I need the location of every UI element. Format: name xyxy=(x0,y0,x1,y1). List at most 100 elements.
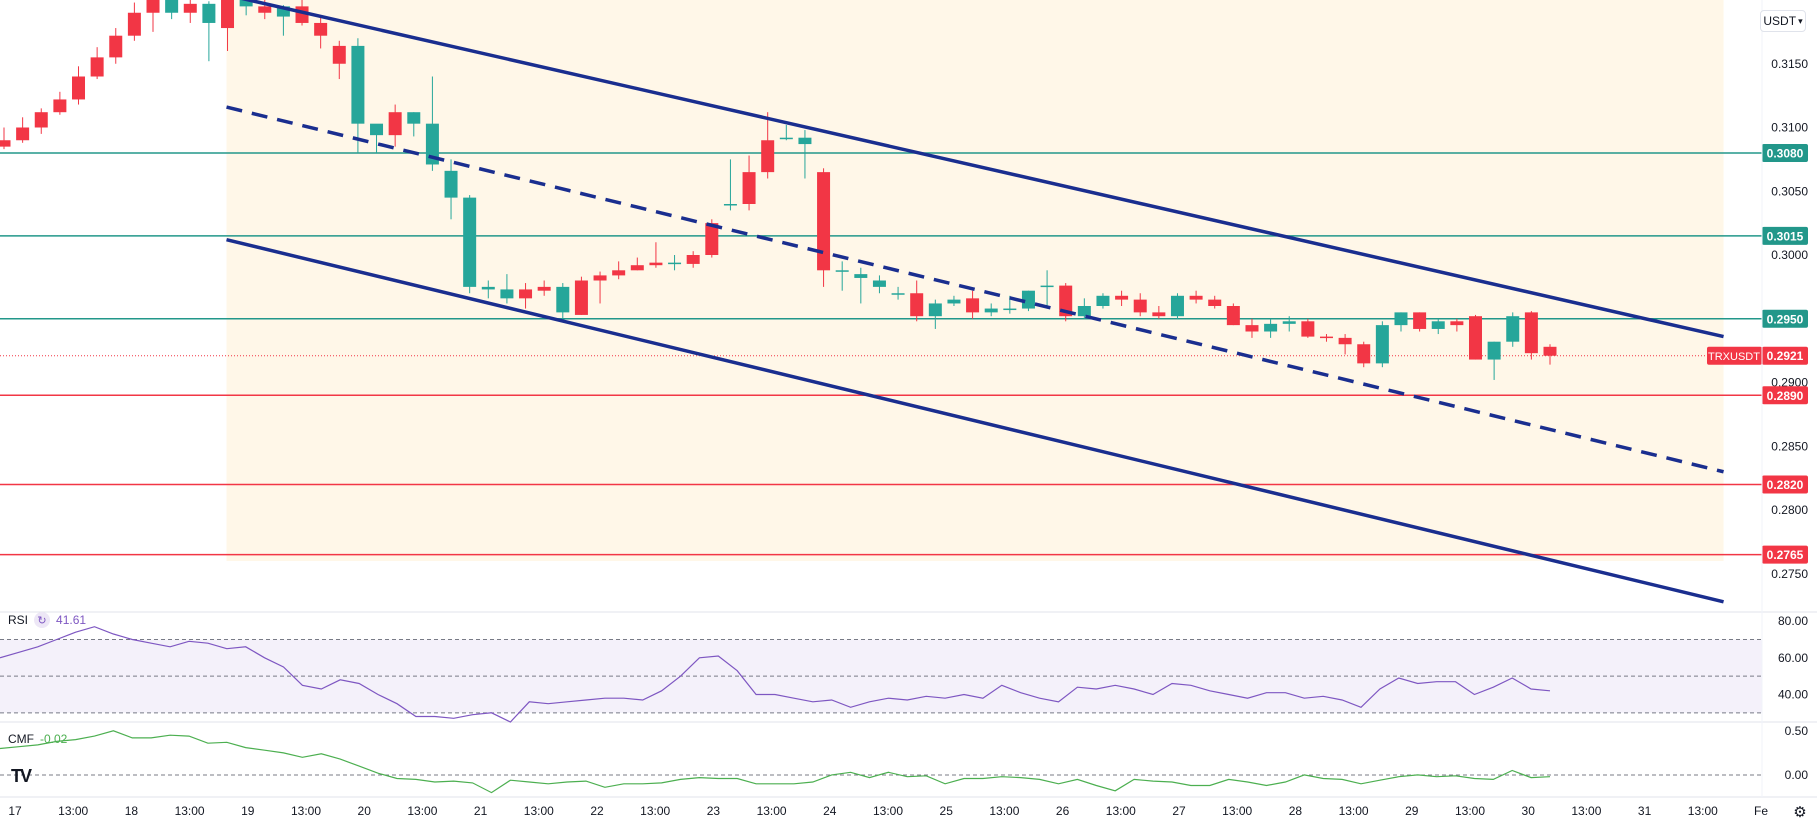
candle-body xyxy=(407,112,421,124)
candle-body xyxy=(761,140,775,173)
level-badge xyxy=(1762,386,1808,405)
candle-body xyxy=(686,255,700,264)
candle-body xyxy=(34,112,48,128)
chevron-down-icon: ▾ xyxy=(1798,15,1803,26)
candle-body xyxy=(630,265,644,271)
x-tick-label: 13:00 xyxy=(524,804,554,818)
candle-body xyxy=(705,223,719,255)
candle-body xyxy=(1282,321,1296,324)
rsi-line xyxy=(0,626,1551,723)
x-tick-label: 13:00 xyxy=(873,804,903,818)
candle-body xyxy=(351,45,365,124)
candle-body xyxy=(798,137,812,145)
candle-body xyxy=(1301,321,1315,337)
candle-body xyxy=(370,123,384,136)
candle-body xyxy=(1450,321,1464,326)
candle-body xyxy=(574,280,588,315)
candle-body xyxy=(1264,323,1278,332)
level-badge xyxy=(1762,545,1808,564)
candle-body xyxy=(891,293,905,295)
candle-body xyxy=(388,112,402,136)
rsi-tick-label: 40.00 xyxy=(1778,688,1808,702)
x-tick-label: 13:00 xyxy=(989,804,1019,818)
level-badge xyxy=(1762,226,1808,245)
candle-body xyxy=(1170,295,1184,317)
candle-body xyxy=(127,12,141,36)
candle-body xyxy=(1115,295,1129,300)
candle-body xyxy=(1096,295,1110,306)
candle-body xyxy=(500,289,514,299)
cmf-legend[interactable]: CMF -0.02 xyxy=(8,732,67,746)
candle-body xyxy=(276,6,290,17)
refresh-icon[interactable]: ↻ xyxy=(34,612,51,628)
candle-body xyxy=(1245,325,1259,332)
rsi-tick-label: 60.00 xyxy=(1778,651,1808,665)
gear-icon[interactable]: ⚙ xyxy=(1793,804,1807,821)
y-tick-label: 0.2850 xyxy=(1771,439,1808,453)
level-label: 0.3015 xyxy=(1767,229,1804,243)
rsi-legend[interactable]: RSI ↻ 41.61 xyxy=(8,612,86,628)
level-badge xyxy=(1762,475,1808,494)
currency-selector[interactable]: USDT ▾ xyxy=(1760,10,1806,32)
candle-body xyxy=(1003,308,1017,311)
y-tick-label: 0.3150 xyxy=(1771,57,1808,71)
candle-body xyxy=(1357,344,1371,364)
x-tick-label: 22 xyxy=(590,804,604,818)
candle-body xyxy=(165,0,179,13)
candle-body xyxy=(463,197,477,287)
channel-mid-line xyxy=(226,105,1724,474)
candle-body xyxy=(146,0,160,13)
cmf-name: CMF xyxy=(8,732,34,746)
candle-body xyxy=(1413,312,1427,329)
candle-body xyxy=(612,270,626,276)
candle-body xyxy=(444,170,458,198)
candle-body xyxy=(481,286,495,290)
candle-body xyxy=(1375,325,1389,364)
candle-body xyxy=(966,298,980,313)
candle-body xyxy=(258,6,272,13)
rsi-value: 41.61 xyxy=(56,613,87,627)
x-tick-label: 13:00 xyxy=(1339,804,1369,818)
candle-body xyxy=(0,140,11,147)
candle-body xyxy=(183,3,197,13)
candle-body xyxy=(928,303,942,317)
y-tick-label: 0.3000 xyxy=(1771,248,1808,262)
level-badge xyxy=(1762,144,1808,162)
candle-body xyxy=(1468,316,1482,360)
candle-body xyxy=(1208,299,1222,306)
x-tick-label: 24 xyxy=(823,804,837,818)
x-tick-label: 13:00 xyxy=(1222,804,1252,818)
candle-body xyxy=(1021,290,1035,309)
candle-body xyxy=(835,270,849,272)
level-label: 0.2950 xyxy=(1767,312,1804,326)
level-label: 0.2890 xyxy=(1767,389,1804,403)
symbol-badge xyxy=(1707,346,1762,365)
candle-body xyxy=(425,123,439,165)
candle-body xyxy=(72,76,86,100)
candle-body xyxy=(53,99,67,113)
candle-body xyxy=(1506,316,1520,342)
candle-body xyxy=(1077,306,1091,317)
candle-body xyxy=(1319,336,1333,339)
x-tick-label: 13:00 xyxy=(640,804,670,818)
x-tick-label: 19 xyxy=(241,804,255,818)
candle-body xyxy=(1152,312,1166,317)
candle-body xyxy=(1338,337,1352,345)
y-tick-label: 0.2750 xyxy=(1771,567,1808,581)
candle-body xyxy=(723,204,737,206)
level-label: 0.2765 xyxy=(1767,548,1804,562)
currency-label: USDT xyxy=(1763,14,1797,28)
candle-body xyxy=(854,274,868,278)
candle-body xyxy=(910,293,924,317)
x-tick-label: 13:00 xyxy=(1571,804,1601,818)
candle-body xyxy=(1059,285,1073,317)
rsi-name: RSI xyxy=(8,613,29,627)
candle-body xyxy=(1133,299,1147,313)
x-tick-label: 13:00 xyxy=(407,804,437,818)
candle-body xyxy=(668,262,682,265)
x-tick-label: 13:00 xyxy=(1688,804,1718,818)
candle-body xyxy=(742,172,756,204)
candle-body xyxy=(202,3,216,23)
candle-body xyxy=(519,289,533,299)
